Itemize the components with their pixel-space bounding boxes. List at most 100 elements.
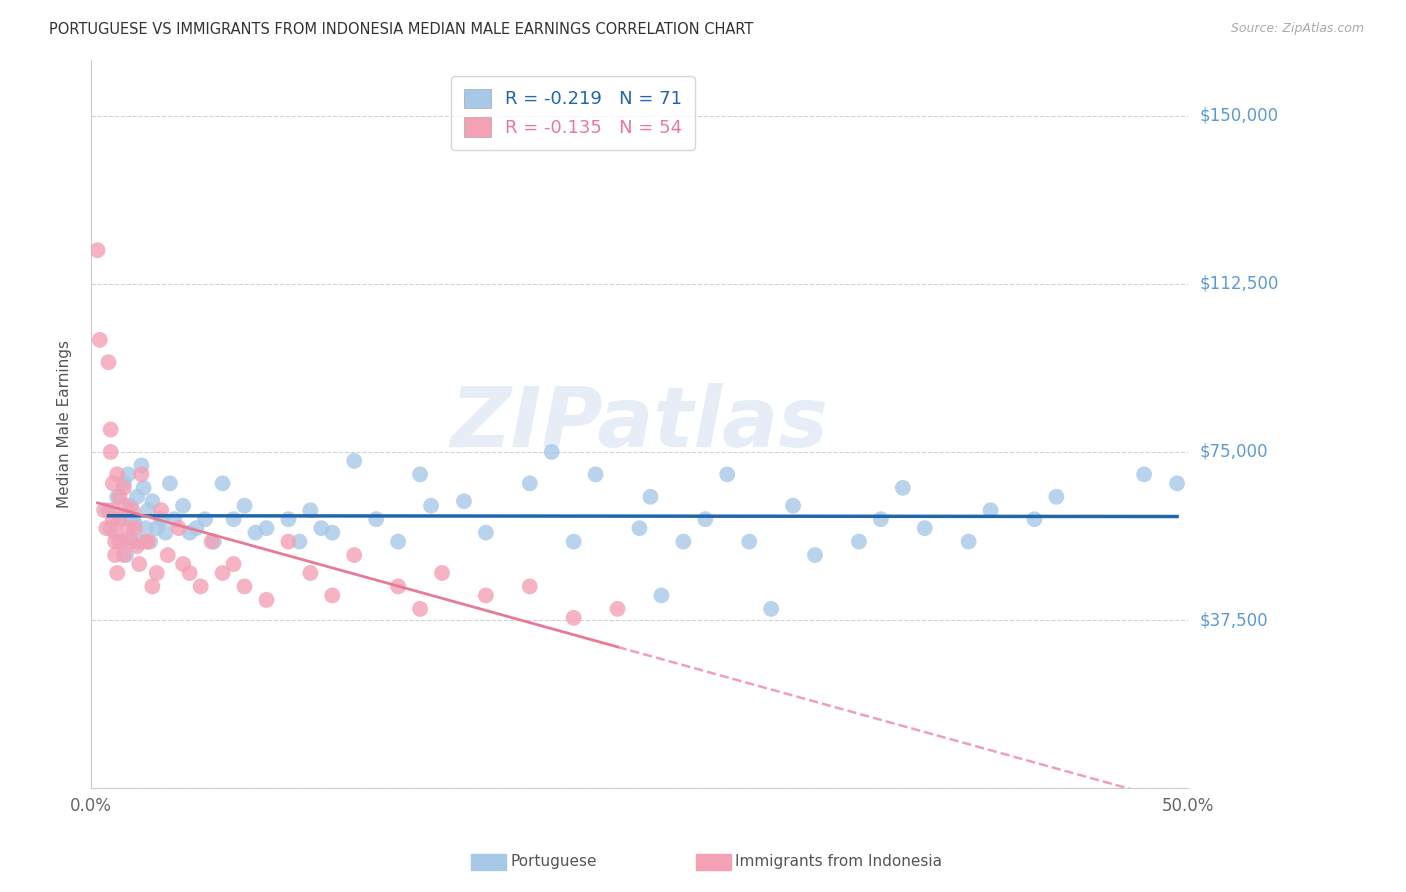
Point — [117, 467, 139, 482]
Point — [233, 579, 256, 593]
Point — [132, 481, 155, 495]
Point — [104, 525, 127, 540]
Point — [190, 579, 212, 593]
Point — [172, 557, 194, 571]
Point — [135, 534, 157, 549]
Y-axis label: Median Male Earnings: Median Male Earnings — [58, 340, 72, 508]
Point — [695, 512, 717, 526]
Point — [759, 602, 782, 616]
Text: $37,500: $37,500 — [1199, 611, 1268, 629]
Point — [245, 525, 267, 540]
Point — [430, 566, 453, 580]
Point — [117, 521, 139, 535]
Point — [211, 476, 233, 491]
Point — [167, 521, 190, 535]
Point — [980, 503, 1002, 517]
Point — [112, 476, 135, 491]
Point — [112, 481, 135, 495]
Point — [121, 503, 143, 517]
Point — [343, 548, 366, 562]
Point — [585, 467, 607, 482]
Point — [155, 525, 177, 540]
Point — [104, 534, 127, 549]
Point — [420, 499, 443, 513]
Point — [1133, 467, 1156, 482]
Point — [628, 521, 651, 535]
Point — [100, 445, 122, 459]
Point — [891, 481, 914, 495]
Point — [562, 611, 585, 625]
Point — [1166, 476, 1188, 491]
Point — [606, 602, 628, 616]
Point — [101, 476, 124, 491]
Point — [131, 458, 153, 473]
Point — [145, 521, 167, 535]
Point — [782, 499, 804, 513]
Point — [97, 503, 120, 517]
Point — [136, 534, 159, 549]
Point — [172, 499, 194, 513]
Point — [453, 494, 475, 508]
Point — [89, 333, 111, 347]
Point — [125, 539, 148, 553]
Text: Immigrants from Indonesia: Immigrants from Indonesia — [735, 855, 942, 869]
Text: $112,500: $112,500 — [1199, 275, 1278, 293]
Text: $150,000: $150,000 — [1199, 107, 1278, 125]
Point — [141, 579, 163, 593]
Point — [475, 525, 498, 540]
Point — [869, 512, 891, 526]
Point — [121, 512, 143, 526]
Point — [104, 548, 127, 562]
Legend: R = -0.219   N = 71, R = -0.135   N = 54: R = -0.219 N = 71, R = -0.135 N = 54 — [451, 76, 695, 150]
Point — [150, 503, 173, 517]
Point — [519, 476, 541, 491]
Point — [738, 534, 761, 549]
Point — [108, 534, 131, 549]
Point — [108, 490, 131, 504]
Point — [163, 512, 186, 526]
Point — [124, 521, 146, 535]
Point — [1045, 490, 1067, 504]
Point — [139, 534, 162, 549]
Point — [409, 467, 432, 482]
Point — [562, 534, 585, 549]
Point — [93, 503, 115, 517]
Point — [222, 512, 245, 526]
Point — [100, 521, 122, 535]
Point — [540, 445, 562, 459]
Point — [105, 566, 128, 580]
Point — [233, 499, 256, 513]
Point — [136, 503, 159, 517]
Text: Portuguese: Portuguese — [510, 855, 596, 869]
Point — [120, 534, 142, 549]
Point — [299, 566, 322, 580]
Point — [321, 589, 343, 603]
Point — [311, 521, 333, 535]
Point — [128, 557, 150, 571]
Point — [321, 525, 343, 540]
Point — [256, 593, 278, 607]
Point — [409, 602, 432, 616]
Point — [387, 534, 409, 549]
Point — [716, 467, 738, 482]
Point — [640, 490, 662, 504]
Point — [156, 548, 179, 562]
Point — [804, 548, 827, 562]
Point — [105, 467, 128, 482]
Point — [141, 494, 163, 508]
Point — [125, 490, 148, 504]
Point — [111, 512, 134, 526]
Point — [519, 579, 541, 593]
Point — [135, 521, 157, 535]
Point — [131, 467, 153, 482]
Point — [120, 499, 142, 513]
Text: $75,000: $75,000 — [1199, 443, 1268, 461]
Point — [366, 512, 388, 526]
Point — [475, 589, 498, 603]
Point — [194, 512, 217, 526]
Point — [299, 503, 322, 517]
Point — [86, 243, 108, 257]
Point — [128, 534, 150, 549]
Point — [1024, 512, 1046, 526]
Point — [914, 521, 936, 535]
